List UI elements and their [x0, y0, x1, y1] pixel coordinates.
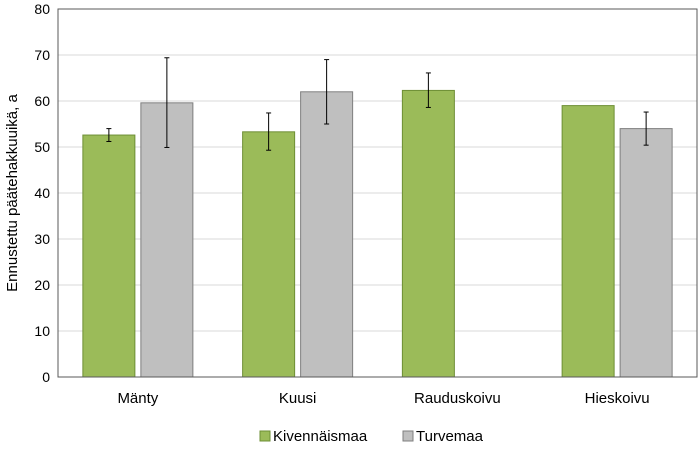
bar-kivennäismaa-rauduskoivu	[401, 89, 455, 378]
legend-swatch	[259, 430, 271, 442]
category-label: Kuusi	[279, 390, 317, 407]
plot-frame	[57, 8, 698, 378]
y-tick-label: 10	[34, 323, 50, 339]
y-axis-title: Ennustettu päätehakkuuikä, a	[4, 94, 21, 292]
y-tick-labels: 0 10 20 30 40 50 60 70 80	[34, 1, 50, 385]
category-label: Rauduskoivu	[414, 390, 501, 407]
legend-label: Turvemaa	[416, 428, 484, 445]
y-tick-label: 50	[34, 139, 50, 155]
y-tick-label: 80	[34, 1, 50, 17]
category-label: Hieskoivu	[585, 390, 650, 407]
legend-swatch	[402, 430, 414, 442]
bar-kivennäismaa-kuusi	[242, 131, 296, 378]
y-tick-label: 60	[34, 93, 50, 109]
y-tick-label: 70	[34, 47, 50, 63]
bar-turvemaa-hieskoivu	[619, 128, 673, 378]
category-labels: Mänty Kuusi Rauduskoivu Hieskoivu	[117, 390, 649, 407]
bar-turvemaa-mänty	[140, 102, 194, 378]
error-bars	[106, 57, 649, 151]
category-label: Mänty	[117, 390, 158, 407]
bar-kivennäismaa-hieskoivu	[561, 105, 615, 378]
bar-turvemaa-kuusi	[300, 91, 354, 378]
y-tick-label: 0	[42, 369, 50, 385]
bar-kivennäismaa-mänty	[82, 134, 136, 378]
legend-label: Kivennäismaa	[273, 428, 368, 445]
y-tick-label: 30	[34, 231, 50, 247]
y-tick-label: 20	[34, 277, 50, 293]
y-tick-label: 40	[34, 185, 50, 201]
legend: Kivennäismaa Turvemaa	[259, 428, 484, 445]
